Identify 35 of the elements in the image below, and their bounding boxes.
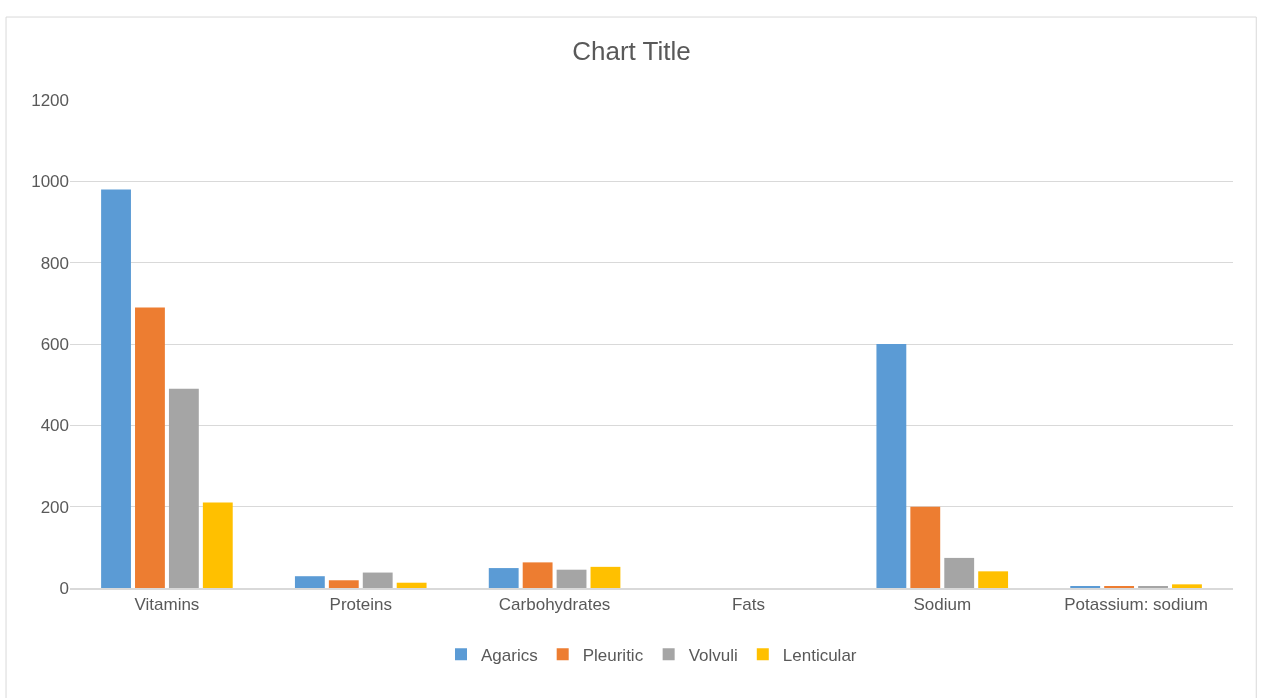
bar — [1172, 584, 1202, 588]
bar — [168, 388, 199, 588]
y-tick-label: 0 — [59, 578, 69, 598]
bar — [488, 568, 519, 588]
chart-title: Chart Title — [572, 36, 691, 67]
bar — [944, 557, 975, 588]
bar — [135, 307, 165, 588]
x-tick-label: Carbohydrates — [498, 595, 611, 615]
y-tick-label: 1200 — [31, 90, 69, 110]
bar — [556, 569, 587, 588]
y-tick-label: 200 — [40, 497, 69, 517]
x-tick-label: Vitamins — [134, 595, 200, 615]
x-tick-label: Fats — [731, 595, 765, 615]
y-tick-label: 800 — [40, 253, 69, 273]
x-tick-label: Proteins — [329, 595, 392, 615]
legend-label: Lenticular — [782, 645, 857, 665]
bar — [362, 572, 393, 588]
bar — [978, 571, 1009, 588]
bar — [328, 580, 359, 588]
legend-label: Agarics — [481, 645, 538, 665]
bar — [910, 506, 941, 588]
bar — [876, 344, 907, 588]
bar — [294, 576, 325, 588]
y-tick-label: 400 — [40, 416, 69, 436]
legend-label: Pleuritic — [582, 645, 644, 665]
bar — [396, 582, 427, 588]
y-tick-label: 1000 — [31, 172, 69, 192]
x-tick-label: Sodium — [913, 595, 972, 615]
x-tick-label: Potassium: sodium — [1064, 595, 1208, 615]
legend-label: Volvuli — [688, 645, 738, 665]
y-tick-label: 600 — [40, 334, 69, 354]
bar — [101, 189, 131, 588]
bar — [522, 562, 553, 588]
bar — [202, 502, 233, 588]
bar — [590, 566, 621, 588]
